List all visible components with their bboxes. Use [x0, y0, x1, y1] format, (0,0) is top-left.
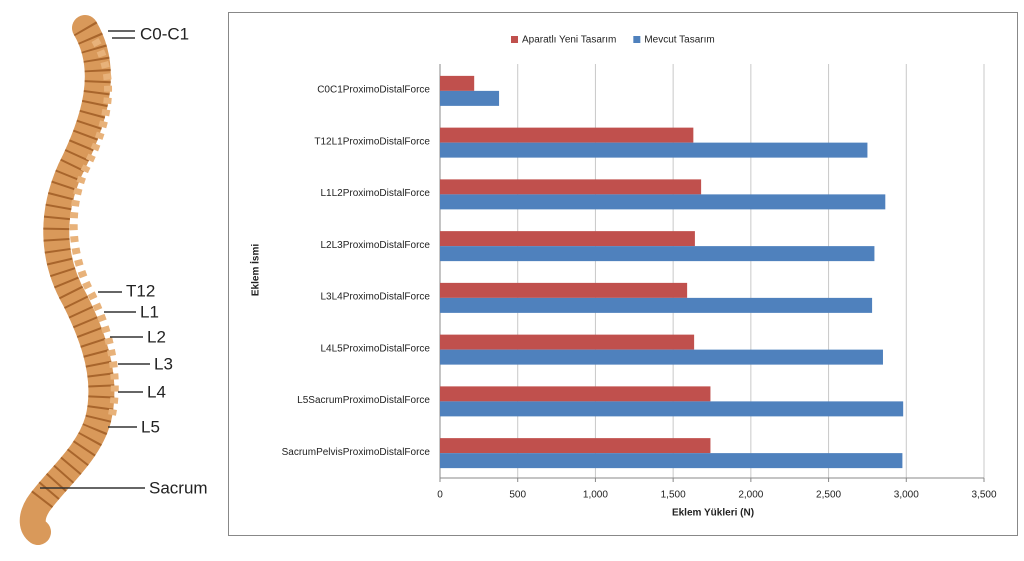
- spine-processes: [69, 38, 119, 416]
- bar: [440, 127, 694, 143]
- x-tick-label: 2,500: [816, 490, 841, 501]
- x-tick-label: 500: [509, 490, 526, 501]
- bar: [440, 297, 873, 313]
- bar: [440, 90, 500, 106]
- spine-label: L3: [154, 354, 173, 373]
- y-tick-label: L1L2ProximoDistalForce: [321, 188, 431, 199]
- spine-label: L4: [147, 382, 166, 401]
- spine-label: C0-C1: [140, 24, 189, 43]
- bar: [440, 453, 903, 469]
- spine-label: L1: [140, 302, 159, 321]
- y-tick-label: L4L5ProximoDistalForce: [321, 343, 431, 354]
- bar: [440, 231, 695, 247]
- x-tick-label: 3,000: [894, 490, 919, 501]
- legend-swatch: [511, 36, 518, 43]
- label-leaders: [40, 30, 150, 489]
- legend-label: Mevcut Tasarım: [644, 35, 714, 46]
- spine-label: T12: [126, 281, 155, 300]
- x-tick-label: 3,500: [971, 490, 996, 501]
- y-tick-label: C0C1ProximoDistalForce: [317, 85, 430, 96]
- bar: [440, 179, 702, 195]
- y-axis-title: Eklem İsmi: [249, 244, 262, 296]
- legend-swatch: [633, 36, 641, 43]
- spine-label: L5: [141, 417, 160, 436]
- bar: [440, 438, 711, 454]
- bar: [440, 75, 475, 91]
- y-tick-label: L2L3ProximoDistalForce: [321, 240, 431, 251]
- bar: [440, 282, 688, 298]
- spine-illustration: C0-C1 T12 L1 L2 L3 L4 L5 Sacrum: [19, 15, 208, 545]
- x-tick-label: 1,000: [583, 490, 608, 501]
- x-tick-label: 0: [437, 490, 443, 501]
- x-axis-title: Eklem Yükleri (N): [672, 508, 754, 519]
- bar: [440, 349, 883, 365]
- spine-label: L2: [147, 327, 166, 346]
- x-tick-label: 1,500: [661, 490, 686, 501]
- y-tick-label: L3L4ProximoDistalForce: [321, 292, 431, 303]
- y-tick-label: T12L1ProximoDistalForce: [314, 136, 430, 147]
- y-tick-label: SacrumPelvisProximoDistalForce: [282, 447, 431, 458]
- legend-label: Aparatlı Yeni Tasarım: [522, 35, 616, 46]
- bar: [440, 386, 711, 402]
- bar: [440, 334, 695, 350]
- x-tick-label: 2,000: [738, 490, 763, 501]
- y-tick-label: L5SacrumProximoDistalForce: [297, 395, 430, 406]
- bar: [440, 401, 904, 417]
- bar: [440, 142, 868, 158]
- bar: [440, 246, 875, 262]
- spine-label: Sacrum: [149, 478, 208, 497]
- bar: [440, 194, 886, 210]
